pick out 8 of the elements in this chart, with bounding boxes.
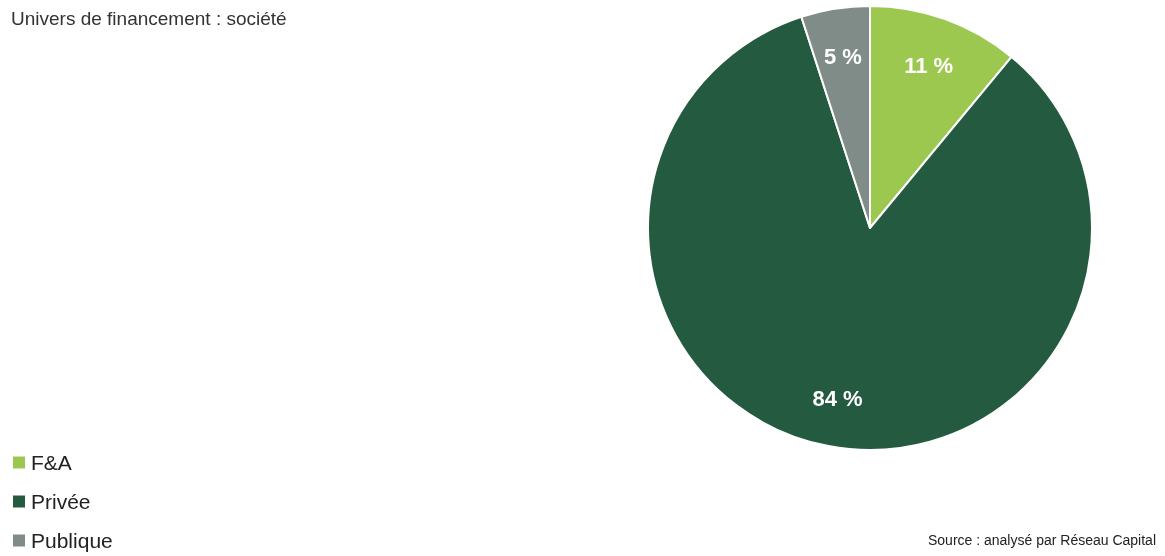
- legend-label: F&A: [31, 451, 72, 474]
- source-note: Source : analysé par Réseau Capital: [927, 532, 1157, 548]
- legend-label: Publique: [31, 529, 113, 552]
- legend-label: Privée: [31, 490, 91, 513]
- data-label: 5 %: [823, 44, 862, 70]
- data-label: 11 %: [904, 52, 954, 78]
- chart-title: Univers de financement : société: [11, 8, 287, 29]
- data-label: 84 %: [812, 385, 863, 411]
